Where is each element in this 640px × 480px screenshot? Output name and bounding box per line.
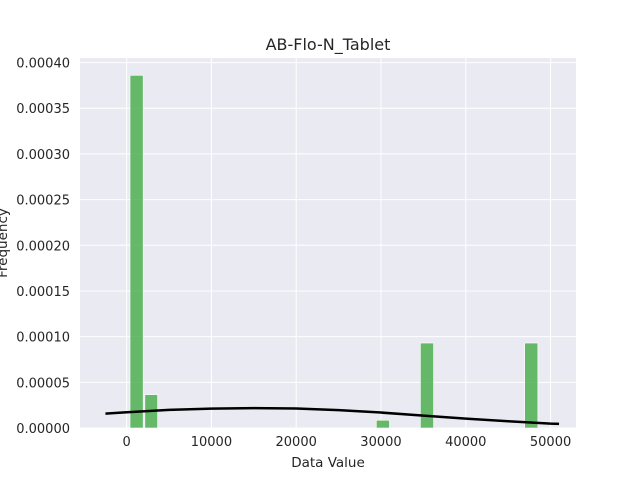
y-axis-label: Frequency: [0, 208, 11, 278]
y-tick-label: 0.00000: [16, 422, 70, 437]
y-tick-label: 0.00005: [16, 376, 70, 391]
y-tick-label: 0.00020: [16, 239, 70, 254]
y-axis-ticks: 0.00000 0.00005 0.00010 0.00015 0.00020 0.000…: [16, 57, 70, 437]
histogram-bars: [129, 75, 539, 429]
grid-lines: [80, 58, 576, 429]
y-tick-label: 0.00035: [16, 102, 70, 117]
y-tick-label: 0.00030: [16, 148, 70, 163]
x-tick-label: 50000: [530, 435, 571, 450]
y-tick-label: 0.00010: [16, 331, 70, 346]
density-curve: [105, 406, 560, 426]
x-tick-label: 40000: [445, 435, 486, 450]
x-tick-label: 10000: [191, 435, 232, 450]
chart-title: AB-Flo-N_Tablet: [266, 35, 391, 55]
y-tick-label: 0.00040: [16, 57, 70, 72]
histogram-bar: [129, 75, 144, 429]
histogram-bar: [376, 419, 390, 429]
x-tick-label: 0: [122, 435, 130, 450]
x-tick-label: 20000: [276, 435, 317, 450]
x-axis-ticks: 0 10000 20000 30000 40000 50000: [122, 435, 571, 450]
x-axis-label: Data Value: [291, 455, 365, 471]
histogram-bar: [420, 342, 434, 429]
y-tick-label: 0.00025: [16, 194, 70, 209]
x-tick-label: 30000: [360, 435, 401, 450]
plot-background: [80, 58, 576, 428]
histogram-bar: [524, 342, 539, 429]
y-tick-label: 0.00015: [16, 285, 70, 300]
